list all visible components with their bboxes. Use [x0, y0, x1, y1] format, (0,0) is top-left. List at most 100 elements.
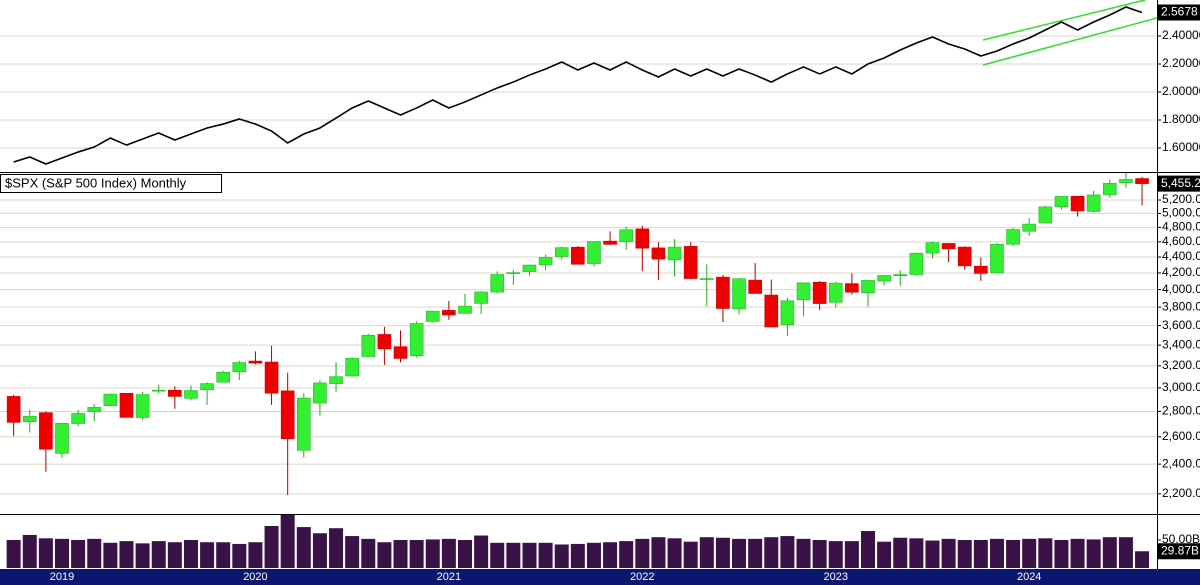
candle-body	[248, 360, 263, 364]
volume-bar	[748, 538, 763, 568]
volume-bar	[264, 525, 279, 568]
volume-bar	[619, 541, 634, 568]
y-tick-label: 2,200.0	[1162, 486, 1200, 500]
candle-body	[587, 241, 601, 264]
y-tick-label: 1.80000	[1162, 112, 1200, 126]
y-tick-label: 3,000.0	[1162, 380, 1200, 394]
candle-body	[55, 423, 69, 454]
candle-body	[667, 246, 682, 261]
candle-body	[184, 390, 198, 399]
x-axis-strip	[0, 569, 1200, 585]
candle-body	[474, 291, 488, 304]
volume-bar	[232, 543, 247, 568]
candle-body	[554, 247, 569, 257]
candle-body	[151, 389, 166, 392]
candle-body	[1006, 229, 1020, 245]
volume-bar	[151, 541, 166, 568]
volume-bar	[490, 542, 505, 568]
candle-body	[893, 274, 908, 277]
y-tick-label: 1.60000	[1162, 140, 1200, 154]
candle-body	[538, 257, 553, 266]
last-value-box	[1158, 175, 1200, 192]
candle-body	[1103, 183, 1117, 195]
volume-bar	[425, 539, 440, 568]
volume-bar	[200, 542, 215, 568]
candle-body	[941, 243, 956, 250]
candle-body	[296, 397, 311, 451]
y-tick-label: 3,200.0	[1162, 358, 1200, 372]
x-tick-label: 2022	[630, 571, 654, 583]
volume-bar	[312, 533, 327, 568]
candle-body	[635, 228, 650, 249]
candle-body	[909, 252, 924, 275]
candle-body	[683, 246, 698, 279]
chart-title: $SPX (S&P 500 Index) Monthly	[5, 175, 187, 190]
candle-body	[361, 334, 376, 357]
volume-bar	[167, 542, 182, 568]
volume-bar	[361, 538, 376, 568]
candle-body	[377, 334, 392, 350]
volume-bar	[296, 527, 311, 568]
y-tick-label: 2,600.0	[1162, 429, 1200, 443]
volume-bar	[1135, 551, 1150, 568]
volume-bar	[103, 542, 118, 568]
y-tick-label: 4,200.0	[1162, 265, 1200, 279]
candle-body	[651, 247, 666, 260]
candle-body	[345, 358, 359, 377]
candle-body	[200, 383, 214, 391]
x-tick-label: 2020	[243, 571, 267, 583]
candle-body	[877, 275, 891, 282]
volume-bar	[345, 536, 360, 568]
y-tick-label: 2,400.0	[1162, 456, 1200, 470]
y-tick-label: 2.40000	[1162, 28, 1200, 42]
candle-body	[796, 282, 811, 301]
volume-bar	[941, 538, 956, 568]
y-tick-label: 2.00000	[1162, 84, 1200, 98]
y-tick-label: 2.20000	[1162, 56, 1200, 70]
volume-bar	[22, 534, 37, 568]
y-tick-label: 3,400.0	[1162, 337, 1200, 351]
volume-bar	[1118, 537, 1133, 568]
volume-bar	[764, 537, 779, 568]
volume-bar	[844, 541, 859, 568]
volume-bar	[1022, 538, 1037, 568]
candle-body	[393, 346, 408, 359]
candle-body	[1070, 195, 1085, 212]
candle-body	[619, 229, 634, 243]
candle-body	[1054, 196, 1069, 208]
volume-bar	[989, 538, 1004, 568]
candle-body	[732, 278, 746, 310]
volume-bar	[409, 539, 424, 568]
y-tick-label: 5,200.0	[1162, 192, 1200, 206]
candle-body	[699, 278, 714, 280]
candle-body	[490, 274, 505, 293]
volume-bar	[393, 539, 408, 568]
candle-body	[71, 413, 85, 424]
volume-bar	[554, 544, 569, 568]
candle-body	[990, 243, 1004, 274]
candle-body	[1022, 223, 1037, 232]
volume-bar	[216, 542, 231, 568]
volume-bar	[1006, 539, 1021, 568]
candle-body	[1119, 179, 1133, 183]
candle-body	[603, 240, 617, 245]
axis-layer: 1.60000 1.80000 2.00000 2.20000 2.40000 2.567…	[50, 4, 1200, 583]
volume-bar	[474, 535, 489, 568]
candle-body	[828, 282, 843, 303]
candle-body	[716, 276, 730, 309]
volume-bar	[329, 528, 344, 568]
volume-bar	[1038, 538, 1053, 568]
candle-body	[425, 310, 440, 322]
volume-bar	[715, 537, 730, 568]
candle-body	[216, 371, 230, 383]
candle-body	[280, 390, 295, 440]
candle-body	[409, 323, 424, 357]
candle-body	[313, 382, 327, 404]
last-value-label: 2.5678	[1161, 5, 1198, 19]
volume-bar	[1102, 537, 1117, 568]
volume-bar	[570, 543, 585, 568]
candle-body	[812, 281, 827, 304]
volume-bar	[925, 540, 940, 568]
y-tick-label: 3,600.0	[1162, 318, 1200, 332]
